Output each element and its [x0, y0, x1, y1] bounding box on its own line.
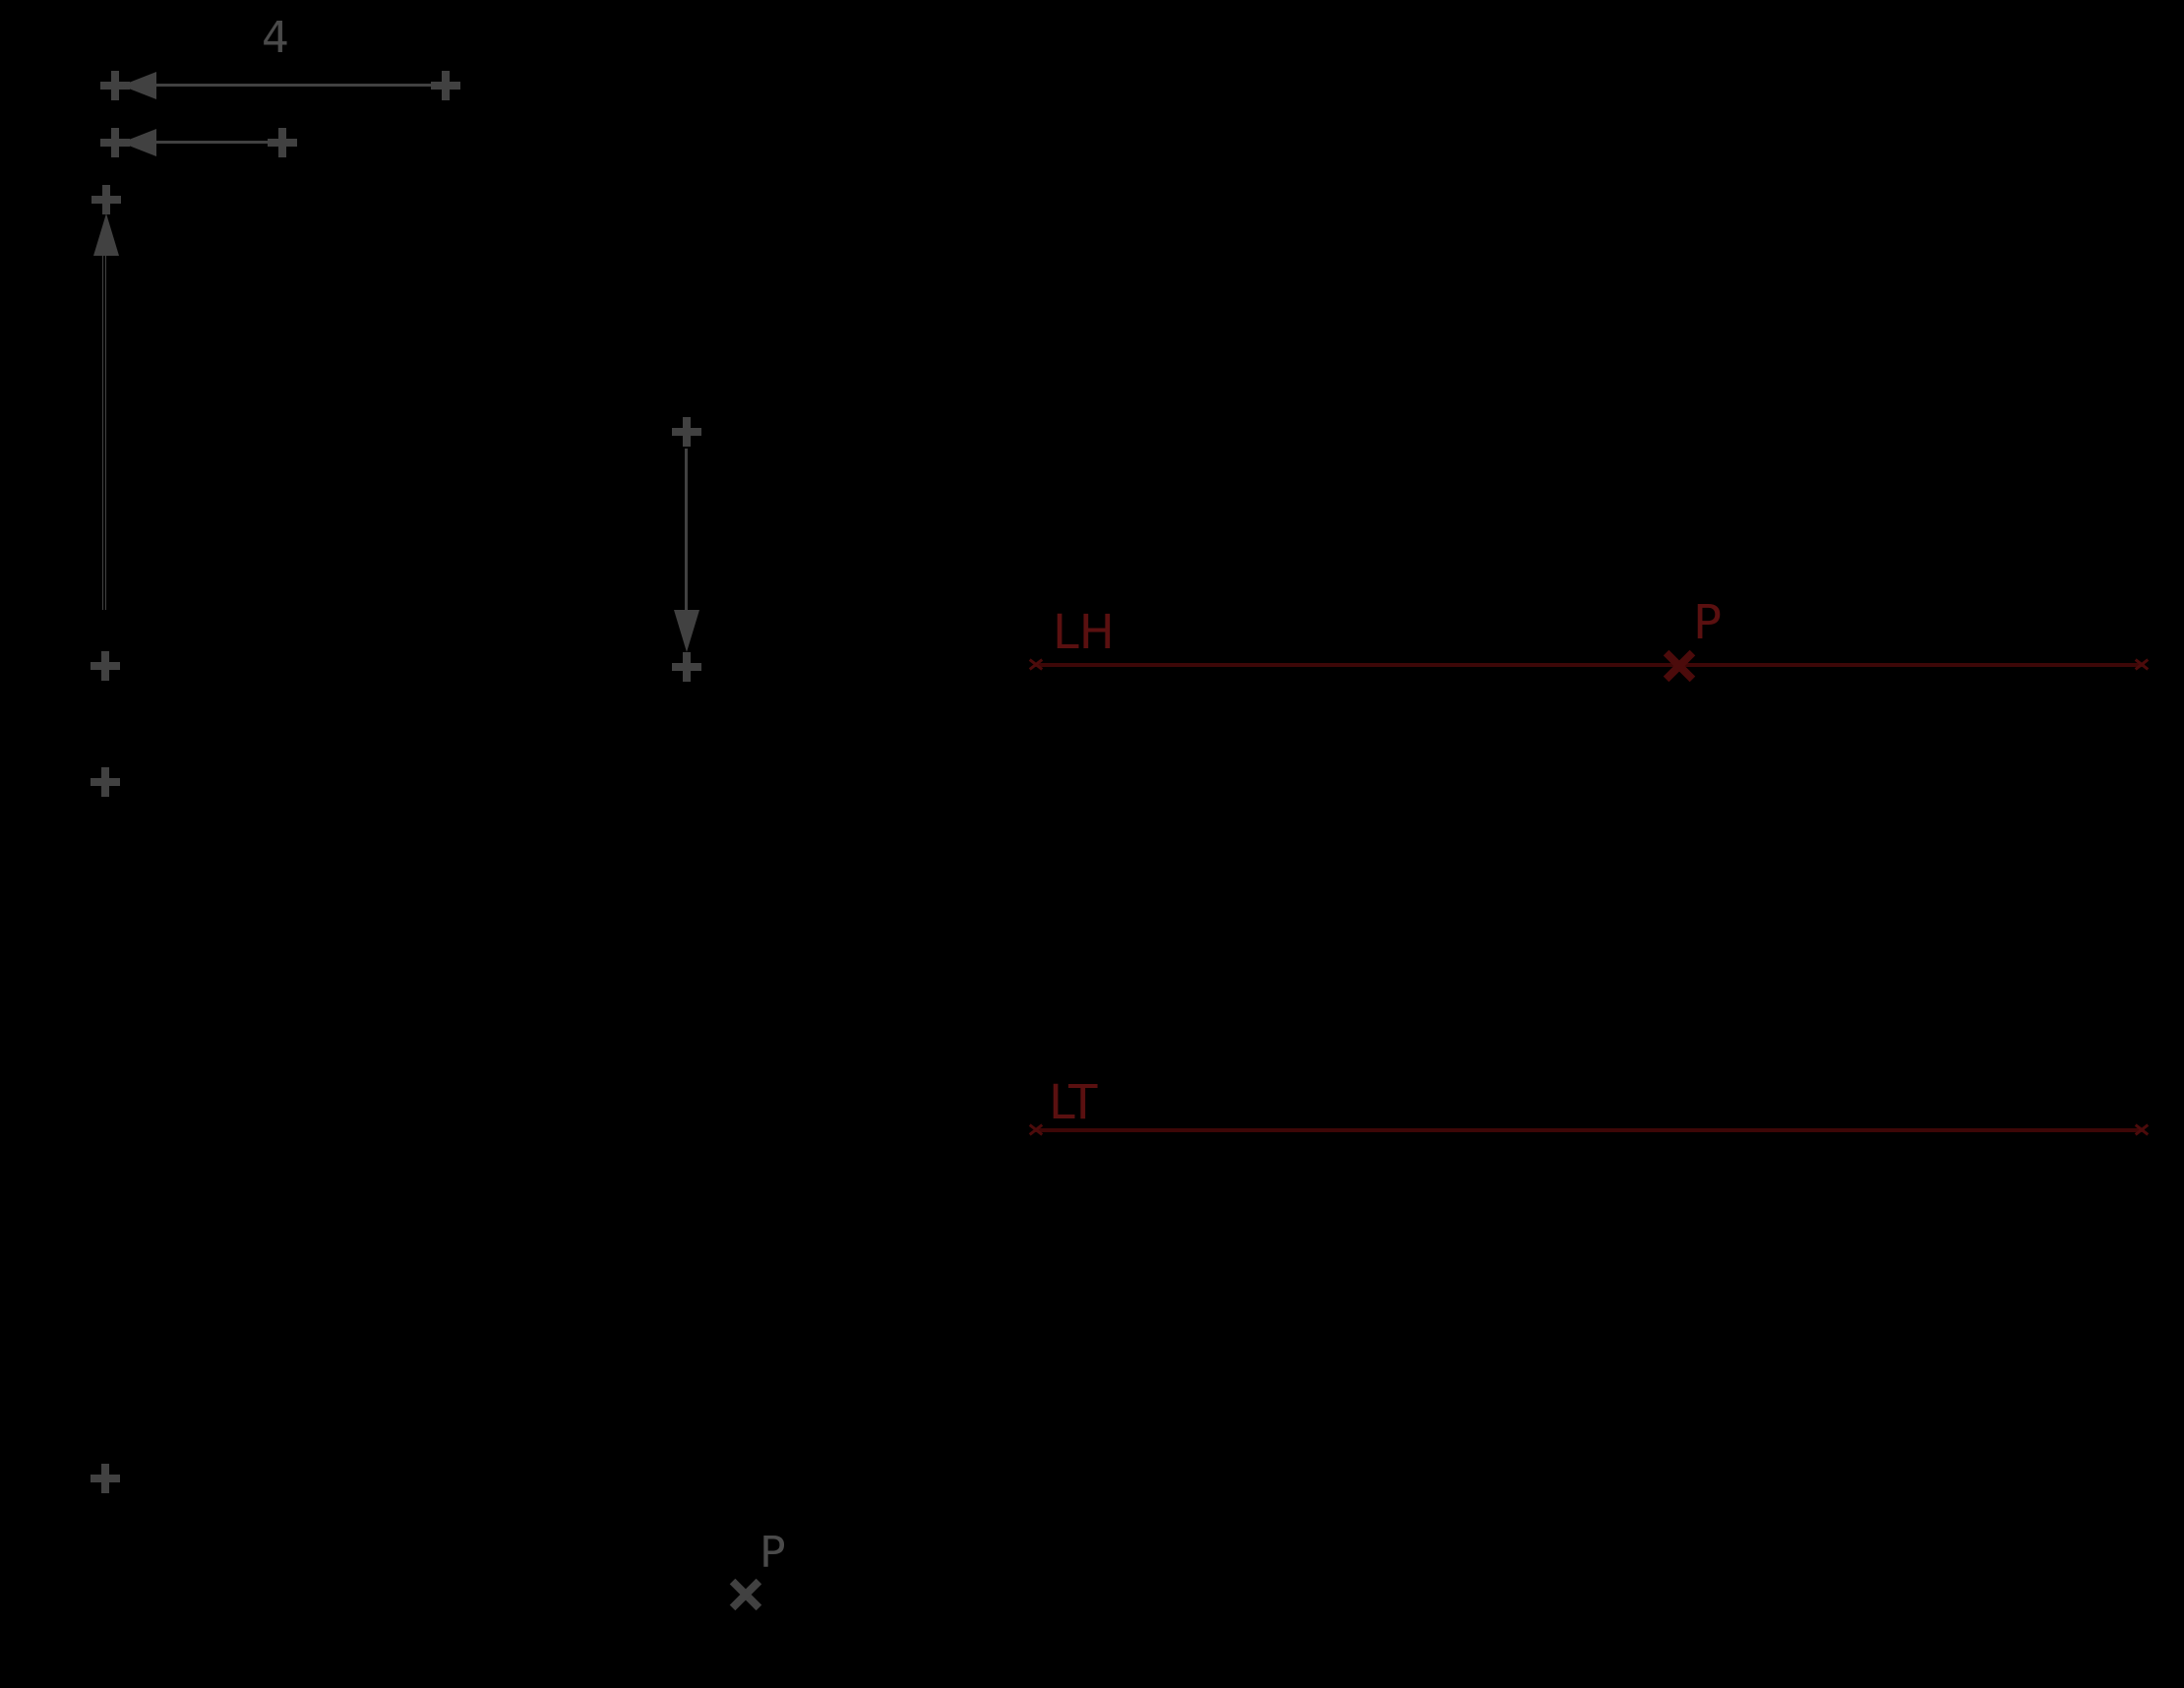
point-marker[interactable]	[268, 128, 297, 157]
point-marker[interactable]	[91, 185, 121, 214]
point-marker[interactable]	[100, 128, 130, 157]
arrowhead-up-icon	[93, 213, 119, 256]
dimension-line[interactable]	[154, 141, 269, 144]
point-marker[interactable]	[91, 767, 120, 797]
point-marker[interactable]	[91, 1464, 120, 1493]
point-p-ground-marker[interactable]	[729, 1578, 762, 1611]
point-marker[interactable]	[91, 651, 120, 681]
point-marker[interactable]	[100, 71, 130, 100]
horizon-line[interactable]	[1035, 663, 2145, 667]
dimension-line[interactable]	[154, 84, 438, 87]
line-end-marker	[2134, 659, 2150, 671]
point-p-horizon-marker[interactable]	[1663, 649, 1696, 683]
point-marker[interactable]	[431, 71, 460, 100]
dimension-line[interactable]	[102, 248, 106, 610]
line-end-marker	[1028, 1124, 1044, 1136]
line-end-marker	[1028, 659, 1044, 671]
point-p-ground-label: P	[759, 1528, 786, 1578]
arrowhead-left-icon	[121, 72, 156, 99]
arrowhead-down-icon	[674, 610, 699, 652]
point-p-horizon-label: P	[1693, 595, 1722, 650]
line-end-marker	[2134, 1124, 2150, 1136]
ground-line-label: LT	[1049, 1075, 1098, 1130]
point-marker[interactable]	[672, 652, 701, 682]
horizon-line-label: LH	[1053, 605, 1115, 660]
dimension-line[interactable]	[685, 449, 688, 612]
dimension-value-label: 4	[262, 13, 289, 63]
point-marker[interactable]	[672, 417, 701, 447]
ground-line[interactable]	[1035, 1128, 2145, 1132]
arrowhead-left-icon	[121, 129, 156, 156]
